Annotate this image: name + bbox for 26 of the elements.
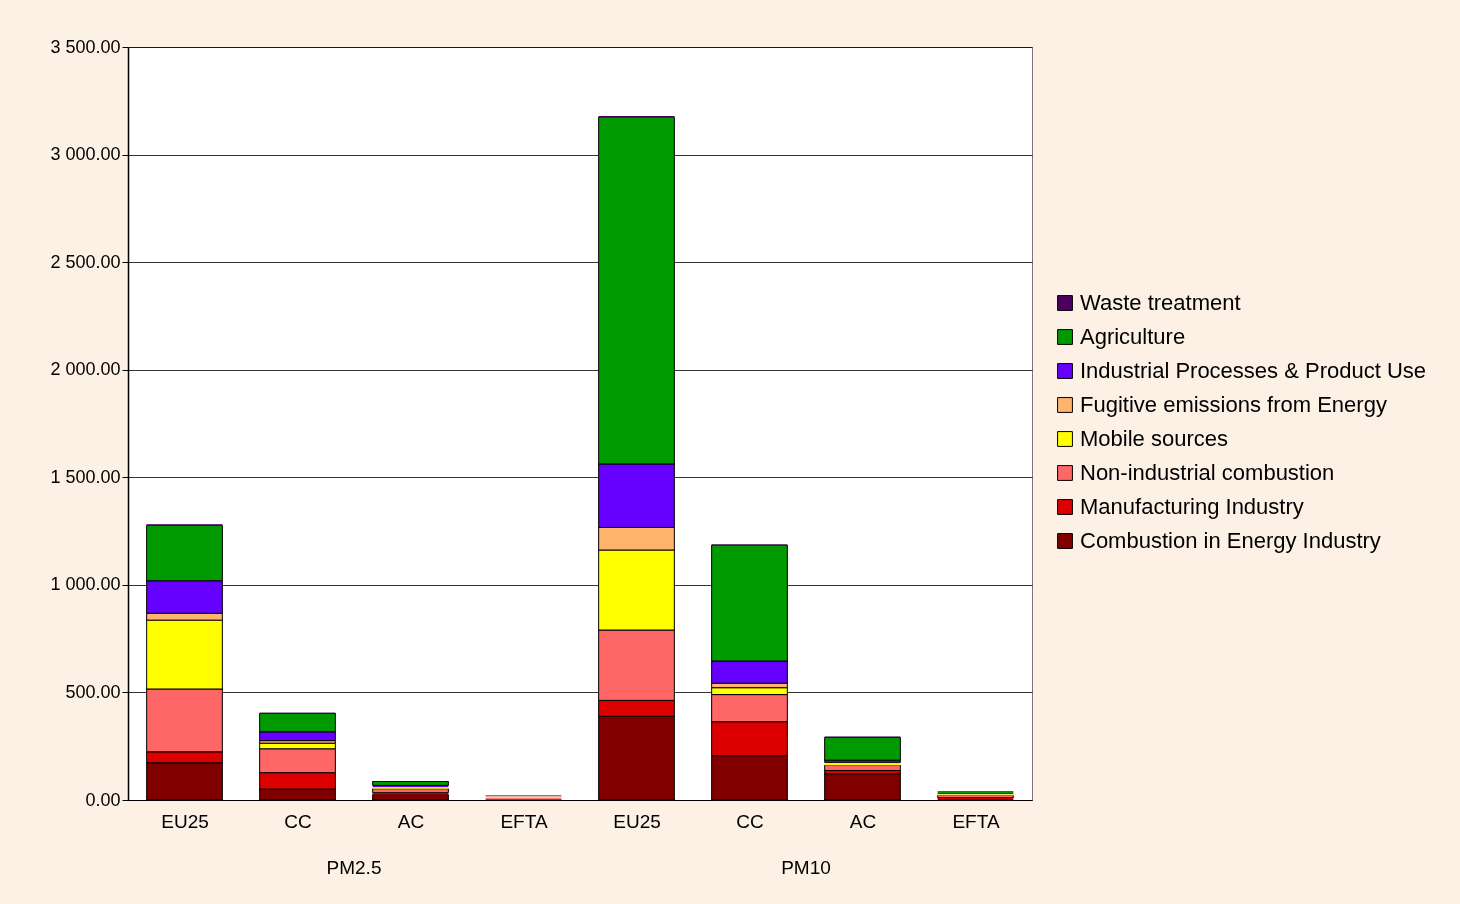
y-tick-label: 2 500.00 — [50, 251, 121, 272]
y-tick-label: 2 000.00 — [50, 359, 121, 380]
y-tick-label: 500.00 — [65, 681, 121, 702]
x-tick-label: EFTA — [500, 810, 548, 832]
y-tick-label: 3 500.00 — [50, 36, 121, 57]
legend-label: Agriculture — [1080, 324, 1186, 349]
y-tick-label: 1 000.00 — [50, 574, 121, 595]
x-tick-label: CC — [736, 810, 764, 832]
legend-label: Mobile sources — [1080, 426, 1228, 451]
x-tick-label: EU25 — [161, 810, 209, 832]
x-tick-label: EU25 — [613, 810, 661, 832]
x-tick-label: EFTA — [952, 810, 1000, 832]
y-tick-label: 3 000.00 — [50, 144, 121, 165]
legend-label: Industrial Processes & Product Use — [1080, 358, 1427, 383]
y-tick-label: 1 500.00 — [50, 466, 121, 487]
legend-label: Manufacturing Industry — [1080, 494, 1304, 519]
y-tick-label: 0.00 — [85, 789, 121, 810]
text: PM10 — [781, 857, 831, 878]
legend-label: Waste treatment — [1080, 290, 1241, 315]
legend-label: Non-industrial combustion — [1080, 460, 1335, 485]
x-tick-label: AC — [849, 810, 877, 832]
x-tick-label: AC — [397, 810, 425, 832]
text: PM2.5 — [326, 857, 382, 878]
x-tick-label: CC — [284, 810, 312, 832]
legend-label: Fugitive emissions from Energy — [1080, 392, 1387, 417]
legend-label: Combustion in Energy Industry — [1080, 528, 1381, 553]
